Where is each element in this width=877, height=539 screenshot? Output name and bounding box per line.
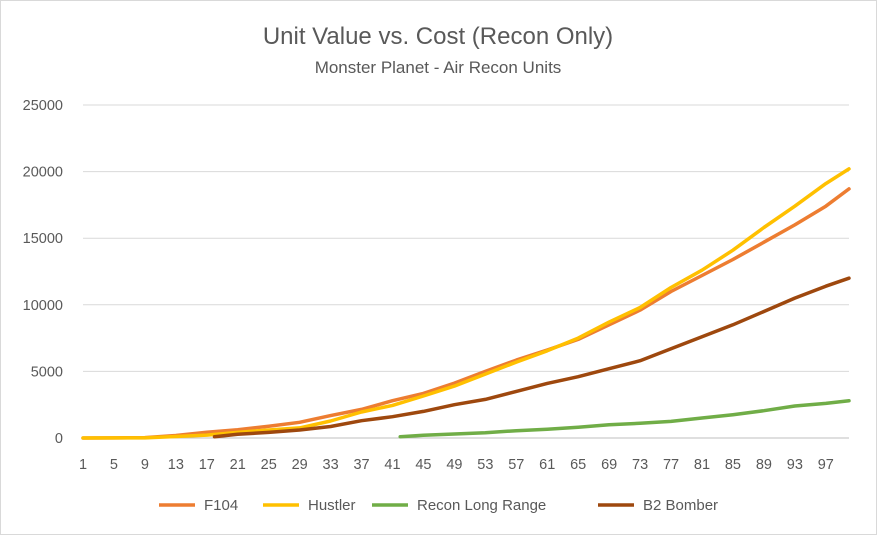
x-tick-label: 53 [477,457,493,473]
x-tick-label: 77 [663,457,679,473]
series-line-3 [212,276,851,439]
y-tick-label: 10000 [23,298,63,314]
legend-label: Hustler [308,497,356,514]
y-tick-label: 20000 [23,165,63,181]
x-tick-label: 81 [694,457,710,473]
x-tick-label: 25 [261,457,277,473]
x-tick-label: 13 [168,457,184,473]
x-tick-label: 85 [725,457,741,473]
x-tick-label: 89 [756,457,772,473]
x-tick-label: 93 [787,457,803,473]
x-tick-label: 69 [601,457,617,473]
y-tick-label: 15000 [23,231,63,247]
y-tick-label: 5000 [31,364,63,380]
x-tick-label: 49 [446,457,462,473]
x-tick-label: 1 [79,457,87,473]
y-tick-label: 0 [55,431,63,447]
plot-area [81,167,851,440]
x-tick-label: 37 [353,457,369,473]
series-line-0 [81,187,851,440]
chart-title: Unit Value vs. Cost (Recon Only) [263,23,613,50]
x-tick-label: 41 [384,457,400,473]
series-line-1 [81,167,851,440]
x-tick-label: 5 [110,457,118,473]
x-tick-label: 61 [539,457,555,473]
legend-label: B2 Bomber [643,497,718,514]
x-tick-label: 57 [508,457,524,473]
gridlines [83,104,849,439]
x-tick-label: 29 [292,457,308,473]
legend: F104 Hustler Recon Long Range B2 Bomber [159,497,718,514]
x-axis: 1 5 9 13 17 21 25 29 33 37 41 45 49 53 57 61 65 69 73 77 81 8… [79,457,834,473]
y-tick-label: 25000 [23,98,63,114]
x-tick-label: 9 [141,457,149,473]
y-axis: 0 5000 10000 15000 20000 25000 [23,98,63,447]
legend-label: Recon Long Range [417,497,546,514]
x-tick-label: 97 [818,457,834,473]
x-tick-label: 45 [415,457,431,473]
x-tick-label: 73 [632,457,648,473]
x-tick-label: 65 [570,457,586,473]
x-tick-label: 33 [323,457,339,473]
x-tick-label: 21 [230,457,246,473]
chart-subtitle: Monster Planet - Air Recon Units [315,58,562,77]
x-tick-label: 17 [199,457,215,473]
legend-label: F104 [204,497,238,514]
series-line-2 [398,398,851,439]
